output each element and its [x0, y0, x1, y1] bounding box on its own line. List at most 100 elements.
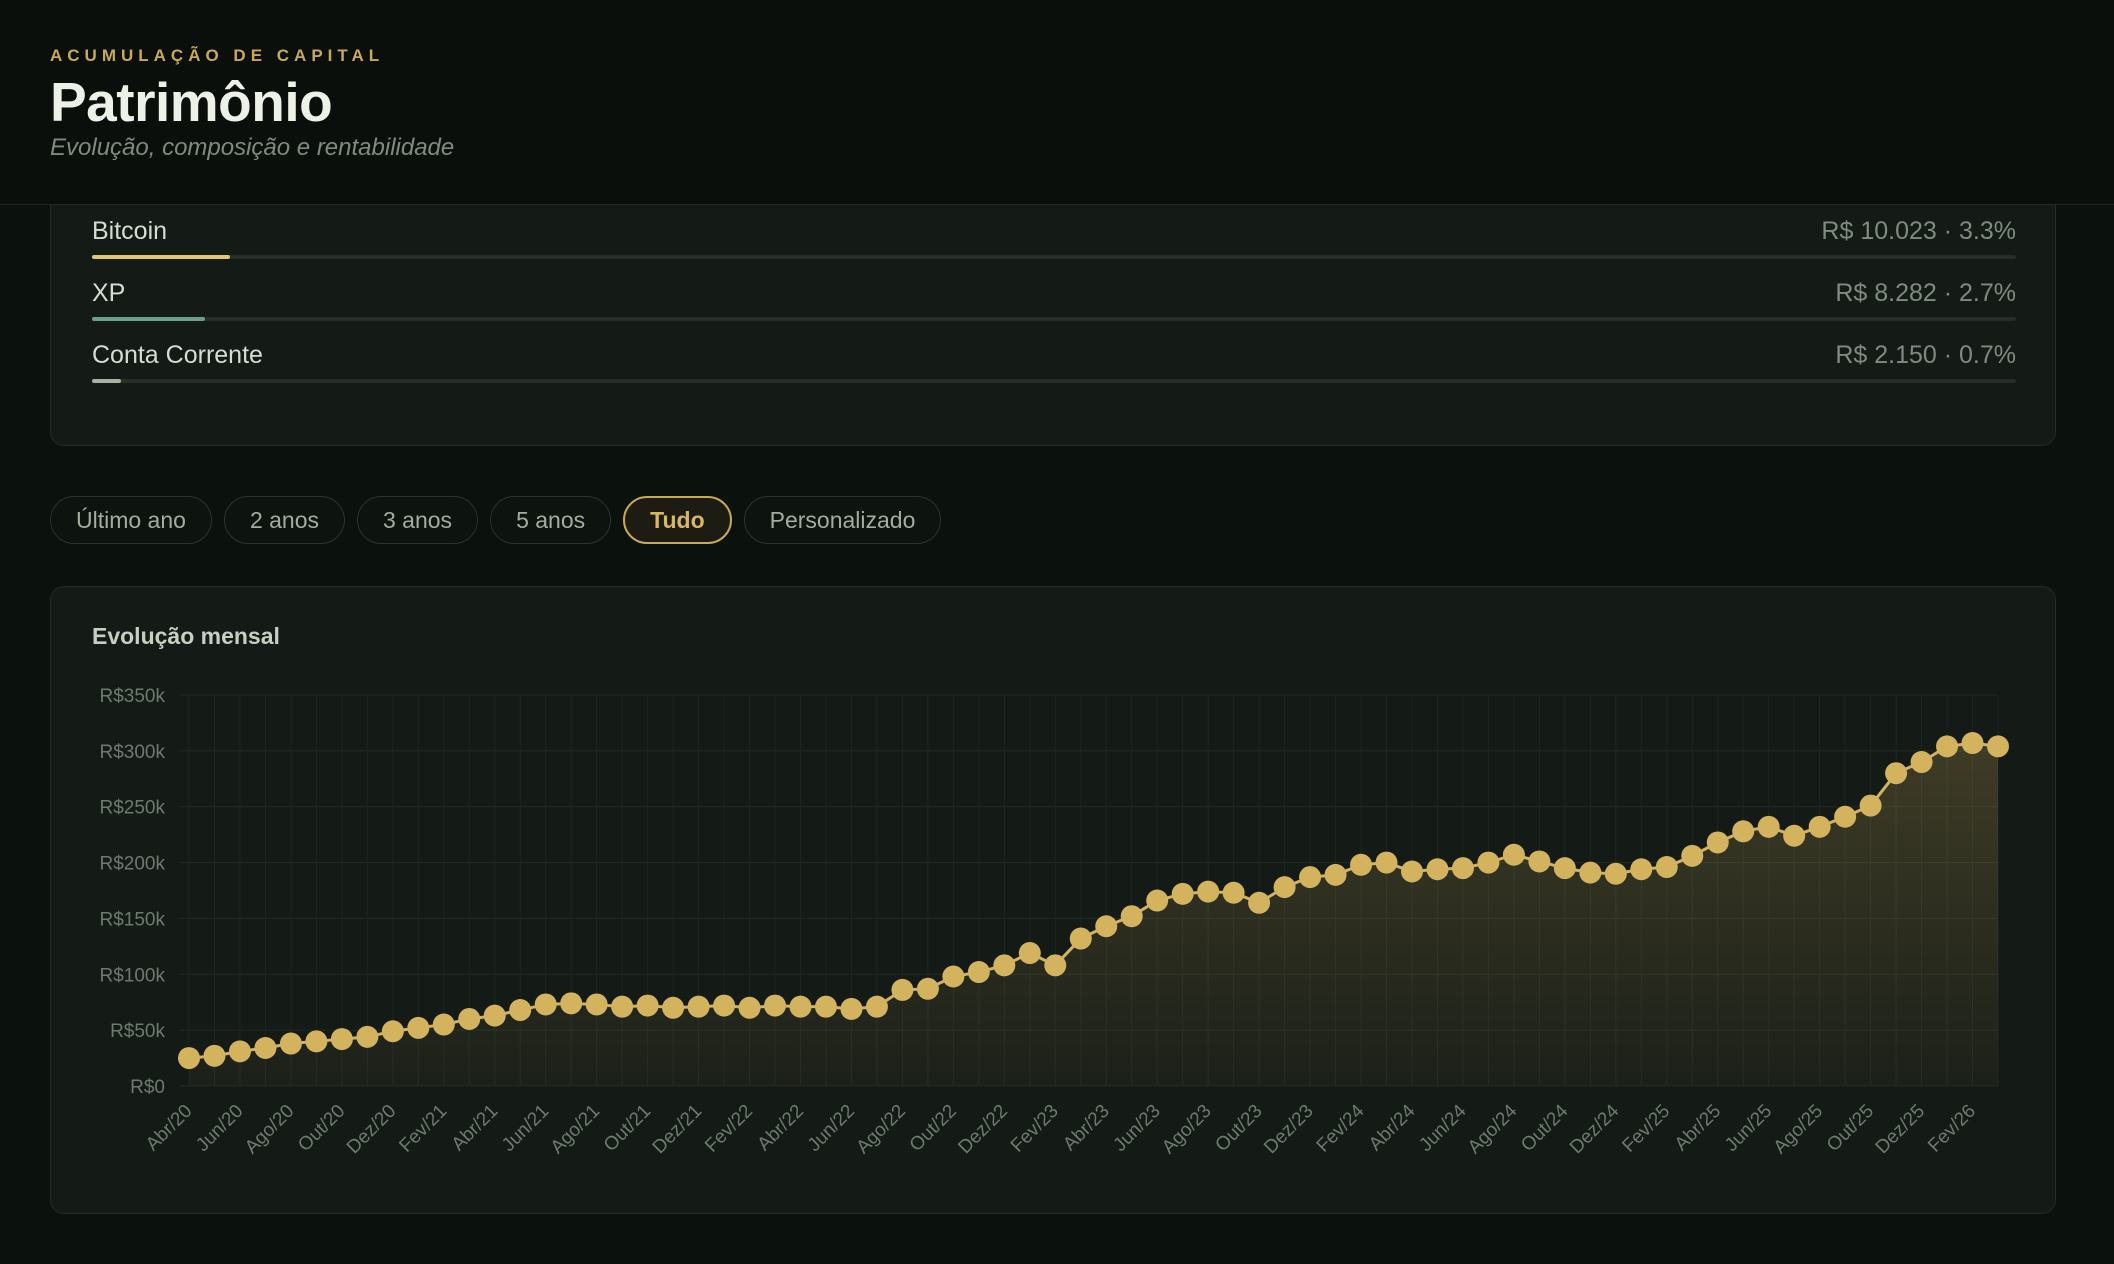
chart-title: Evolução mensal	[92, 623, 280, 649]
data-point	[1910, 751, 1933, 774]
data-point	[738, 996, 761, 1019]
data-point	[381, 1020, 404, 1043]
y-tick-label: R$300k	[100, 742, 166, 763]
data-point	[356, 1025, 379, 1048]
x-tick-label: Fev/24	[1313, 1100, 1369, 1156]
data-point	[713, 994, 736, 1017]
x-tick-label: Dez/25	[1872, 1101, 1929, 1158]
x-tick-label: Abr/22	[754, 1101, 808, 1155]
composition-row-xp: XP R$ 8.282 · 2.7%	[92, 279, 2016, 329]
x-tick-label: Jun/22	[804, 1101, 859, 1156]
composition-name: Conta Corrente	[92, 341, 263, 369]
data-point	[1044, 954, 1067, 977]
x-tick-label: Fev/25	[1618, 1101, 1674, 1157]
data-point	[1146, 889, 1169, 912]
data-point	[1120, 905, 1143, 928]
x-tick-label: Dez/24	[1566, 1100, 1624, 1158]
x-tick-label: Ago/20	[241, 1101, 298, 1158]
x-tick-label: Ago/21	[547, 1101, 604, 1158]
period-filter-group: Último ano 2 anos 3 anos 5 anos Tudo Per…	[50, 496, 942, 546]
data-point	[509, 999, 532, 1022]
x-tick-label: Abr/23	[1059, 1101, 1113, 1155]
data-point	[1706, 831, 1729, 854]
x-tick-label: Abr/24	[1365, 1100, 1420, 1155]
data-point	[1502, 843, 1525, 866]
data-point	[840, 997, 863, 1020]
data-point	[1018, 942, 1041, 965]
x-tick-label: Out/22	[906, 1101, 961, 1156]
data-point	[1375, 851, 1398, 874]
data-point	[1299, 866, 1322, 889]
composition-bar-track	[92, 379, 2016, 383]
data-point	[942, 965, 965, 988]
x-tick-label: Out/25	[1823, 1101, 1878, 1156]
data-point	[764, 994, 787, 1017]
y-tick-label: R$150k	[100, 909, 166, 930]
page-header: ACUMULAÇÃO DE CAPITAL Patrimônio Evoluçã…	[0, 0, 2114, 205]
filter-personalizado[interactable]: Personalizado	[743, 496, 942, 544]
x-tick-label: Abr/25	[1671, 1101, 1725, 1155]
filter-5-anos[interactable]: 5 anos	[490, 496, 612, 544]
data-point	[1834, 805, 1857, 828]
x-tick-label: Dez/22	[954, 1101, 1011, 1158]
data-point	[1095, 915, 1118, 938]
data-point	[865, 995, 888, 1018]
x-tick-label: Out/20	[294, 1101, 349, 1156]
composition-bar-fill	[92, 255, 230, 259]
composition-bar-fill	[92, 379, 122, 383]
filter-tudo[interactable]: Tudo	[623, 496, 732, 544]
data-point	[585, 993, 608, 1016]
data-point	[1400, 860, 1423, 883]
y-tick-label: R$250k	[100, 798, 166, 819]
x-tick-label: Dez/23	[1260, 1101, 1317, 1158]
data-point	[458, 1007, 481, 1030]
data-point	[305, 1030, 328, 1053]
data-point	[636, 994, 659, 1017]
data-point	[1757, 815, 1780, 838]
x-tick-label: Ago/25	[1770, 1101, 1827, 1158]
x-tick-label: Abr/21	[448, 1101, 502, 1155]
page-subtitle: Evolução, composição e rentabilidade	[50, 134, 455, 161]
series-area	[189, 743, 1998, 1086]
data-point	[1859, 794, 1882, 817]
y-tick-label: R$50k	[110, 1021, 165, 1042]
x-tick-label: Jun/23	[1110, 1101, 1165, 1156]
data-point	[1936, 735, 1959, 758]
data-point	[1579, 861, 1602, 884]
data-point	[916, 977, 939, 1000]
filter-2-anos[interactable]: 2 anos	[223, 496, 345, 544]
data-point	[789, 995, 812, 1018]
composition-bar-track	[92, 255, 2016, 259]
x-tick-label: Fev/23	[1007, 1101, 1063, 1157]
composition-row-bitcoin: Bitcoin R$ 10.023 · 3.3%	[92, 217, 2016, 267]
composition-bar-fill	[92, 317, 205, 321]
data-point	[1987, 735, 2009, 758]
data-point	[1553, 857, 1576, 880]
x-tick-label: Ago/23	[1158, 1101, 1215, 1158]
data-point	[1324, 863, 1347, 886]
x-tick-label: Abr/20	[142, 1101, 196, 1155]
data-point	[330, 1028, 353, 1051]
data-point	[1350, 853, 1373, 876]
x-tick-label: Jun/20	[192, 1101, 247, 1156]
data-point	[1451, 857, 1474, 880]
data-point	[1197, 880, 1220, 903]
composition-value: R$ 8.282 · 2.7%	[1835, 279, 2016, 307]
filter-ultimo-ano[interactable]: Último ano	[50, 496, 212, 544]
data-point	[1426, 858, 1449, 881]
x-tick-label: Out/23	[1211, 1101, 1266, 1156]
y-tick-label: R$350k	[100, 686, 166, 707]
x-tick-label: Fev/26	[1924, 1101, 1980, 1157]
data-point	[560, 992, 583, 1015]
x-tick-label: Ago/24	[1464, 1100, 1522, 1158]
data-point	[1069, 927, 1092, 950]
x-tick-label: Jun/25	[1721, 1101, 1776, 1156]
x-tick-label: Dez/21	[649, 1101, 706, 1158]
filter-3-anos[interactable]: 3 anos	[357, 496, 479, 544]
data-point	[1808, 815, 1831, 838]
data-point	[814, 995, 837, 1018]
page-title: Patrimônio	[50, 71, 333, 133]
x-tick-label: Jun/24	[1415, 1100, 1470, 1155]
data-point	[1885, 762, 1908, 785]
data-point	[1655, 856, 1678, 879]
